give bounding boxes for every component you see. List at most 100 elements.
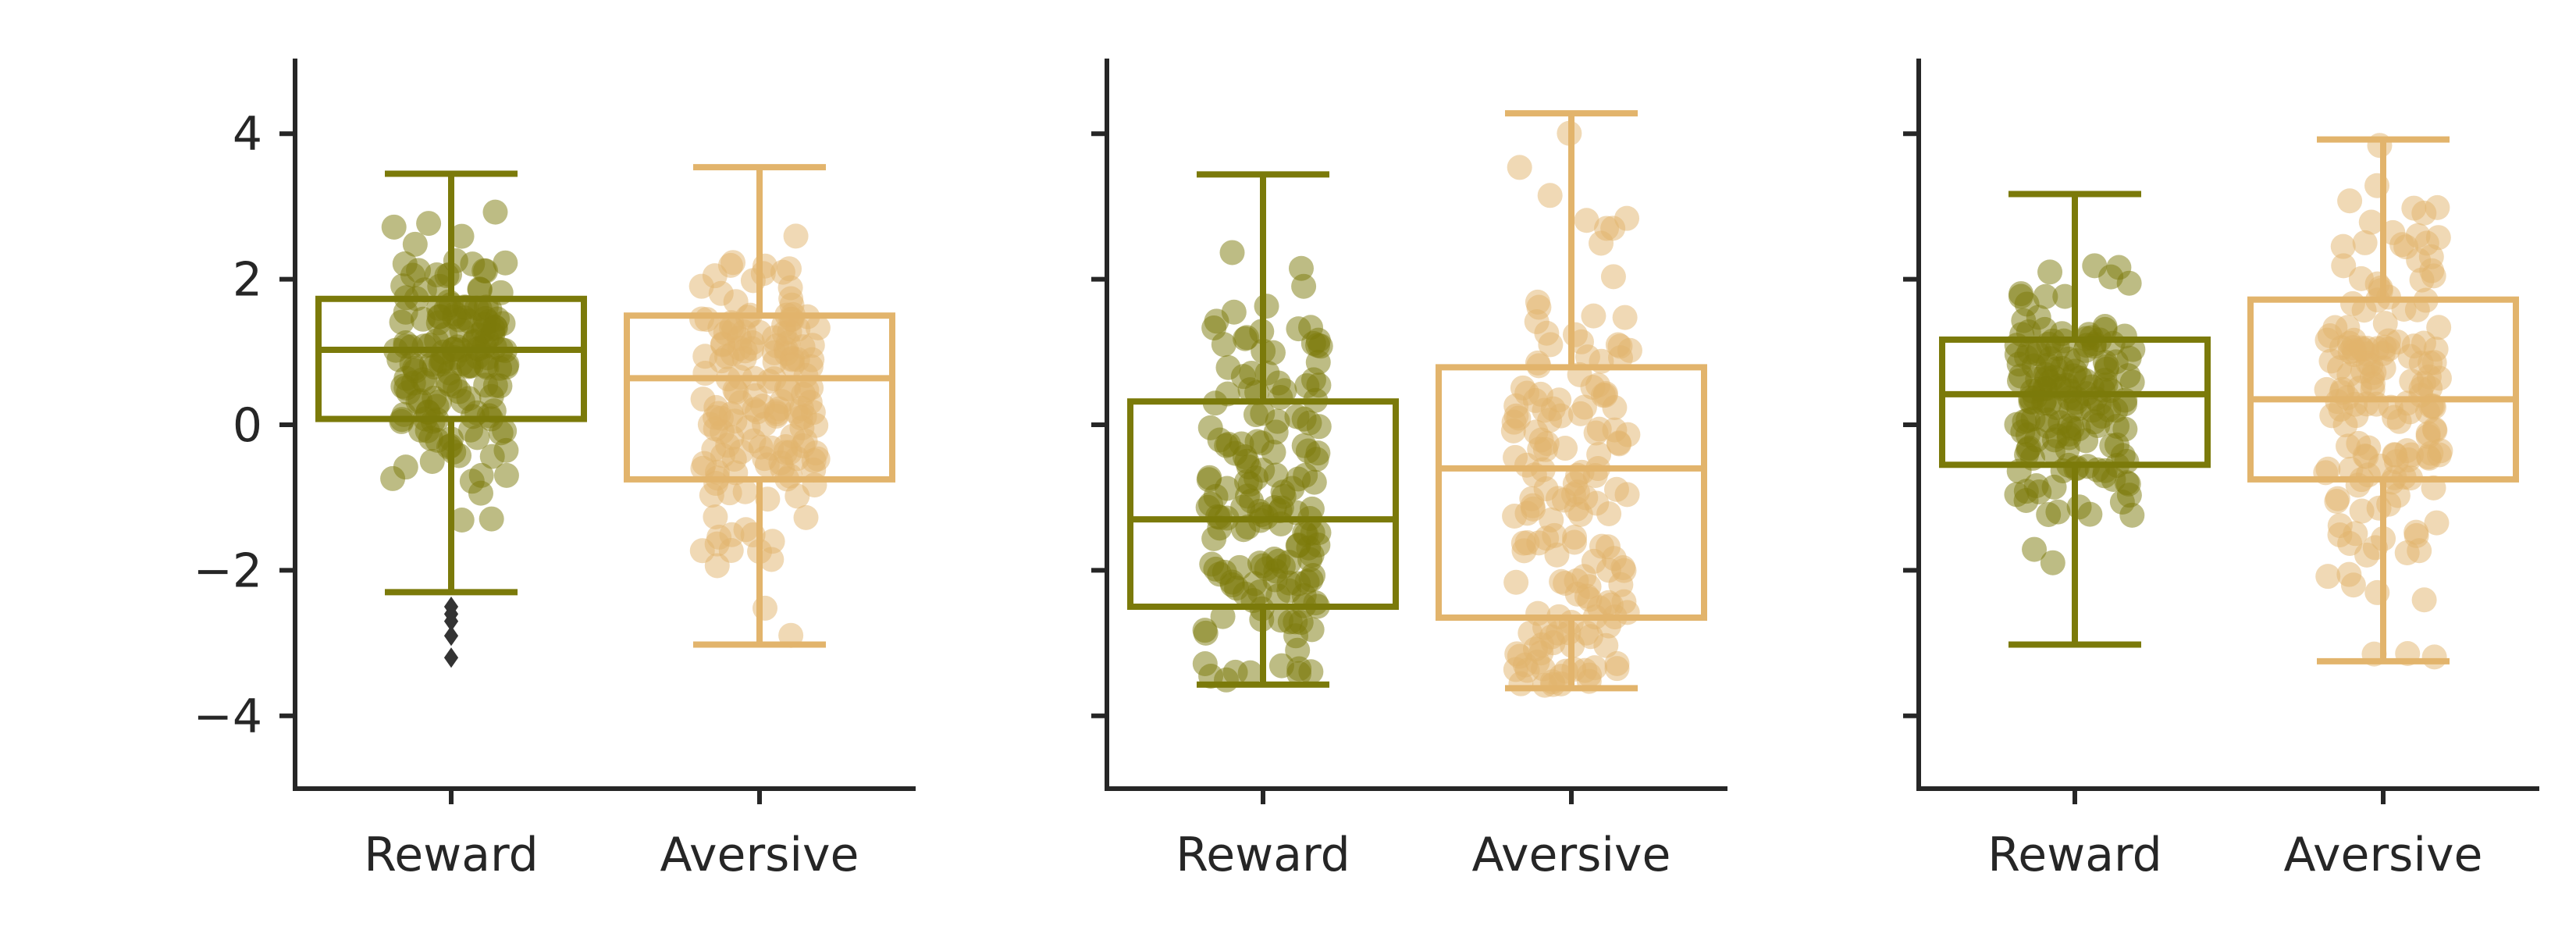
y-tick-label: 2 (233, 253, 262, 308)
data-point (1553, 570, 1578, 596)
data-point (2372, 311, 2398, 337)
data-point (2403, 519, 2429, 545)
box-iqr (624, 312, 895, 483)
box-reward (315, 170, 587, 668)
data-point (733, 517, 759, 543)
data-point (1581, 303, 1606, 329)
data-point (2008, 363, 2033, 389)
data-point (1582, 655, 1607, 681)
data-point (2114, 448, 2140, 474)
data-point (720, 250, 746, 276)
data-point (1606, 431, 1632, 457)
data-point (1503, 569, 1529, 595)
strip-points (2004, 253, 2146, 575)
data-point (2035, 407, 2061, 433)
data-point (793, 504, 819, 530)
data-point (479, 444, 505, 469)
data-point (780, 352, 806, 378)
data-point (380, 465, 406, 491)
data-point (688, 273, 714, 299)
data-point (2077, 501, 2103, 527)
data-point (2405, 223, 2431, 248)
outlier-marker (443, 647, 459, 668)
data-point (1261, 440, 1286, 465)
data-point (482, 315, 508, 340)
data-point (706, 401, 731, 426)
data-point (2076, 322, 2102, 347)
panel-3: Reward Aversive (1903, 59, 2539, 882)
data-point (2330, 233, 2356, 259)
data-point (1300, 330, 1326, 356)
data-point (2421, 644, 2447, 670)
box-aversive (624, 164, 895, 648)
outlier-marker (443, 625, 459, 647)
data-point (1215, 354, 1241, 380)
data-point (2322, 315, 2348, 340)
data-point (1600, 264, 1626, 290)
data-point (1299, 542, 1325, 568)
data-point (777, 440, 802, 465)
data-point (1226, 554, 1252, 580)
data-point (2358, 209, 2384, 235)
data-point (1528, 632, 1554, 657)
data-point (2022, 536, 2048, 562)
panel-1: 4 2 0 −2 −4 Reward Aversive (194, 59, 916, 882)
data-point (1291, 406, 1317, 432)
box-aversive (2247, 133, 2519, 670)
panel-2: Reward Aversive (1091, 59, 1727, 882)
data-point (2120, 337, 2146, 362)
data-point (778, 306, 804, 332)
data-point (1522, 387, 1548, 413)
data-point (689, 538, 715, 564)
data-point (777, 256, 802, 282)
data-point (2116, 270, 2142, 296)
x-tick-label: Aversive (2284, 828, 2483, 882)
data-point (1300, 367, 1326, 393)
data-point (1276, 578, 1302, 604)
data-point (732, 479, 758, 504)
data-point (1573, 485, 1599, 511)
box-iqr (2247, 296, 2519, 483)
data-point (1583, 420, 1609, 446)
data-point (2380, 219, 2406, 245)
data-point (1235, 483, 1261, 509)
data-point (424, 262, 450, 287)
data-point (1192, 618, 1218, 643)
data-point (407, 388, 433, 414)
data-point (2331, 253, 2357, 279)
data-point (1210, 604, 1236, 629)
data-point (479, 506, 504, 532)
data-point (1279, 476, 1305, 501)
data-point (493, 250, 518, 276)
data-point (752, 446, 777, 472)
data-point (2325, 486, 2350, 511)
data-point (2058, 397, 2084, 423)
data-point (2426, 315, 2452, 340)
data-point (1596, 501, 1622, 526)
data-point (1231, 517, 1257, 543)
data-point (2045, 499, 2071, 525)
x-tick-label: Aversive (660, 828, 859, 882)
data-point (2052, 283, 2078, 309)
data-point (2008, 283, 2033, 309)
data-point (393, 333, 418, 359)
data-point (1301, 469, 1327, 495)
data-point (392, 251, 418, 276)
data-point (426, 304, 452, 330)
data-point (774, 376, 799, 401)
data-point (1614, 482, 1640, 508)
data-point (718, 538, 744, 564)
data-point (799, 333, 825, 358)
data-point (2016, 408, 2041, 433)
data-point (1291, 433, 1317, 458)
data-point (408, 417, 434, 443)
data-point (1221, 299, 1247, 325)
data-point (449, 223, 475, 249)
data-point (1503, 444, 1528, 470)
data-point (2037, 259, 2063, 285)
data-point (1222, 440, 1248, 466)
y-tick-label: 4 (233, 107, 262, 162)
data-point (1285, 637, 1311, 663)
